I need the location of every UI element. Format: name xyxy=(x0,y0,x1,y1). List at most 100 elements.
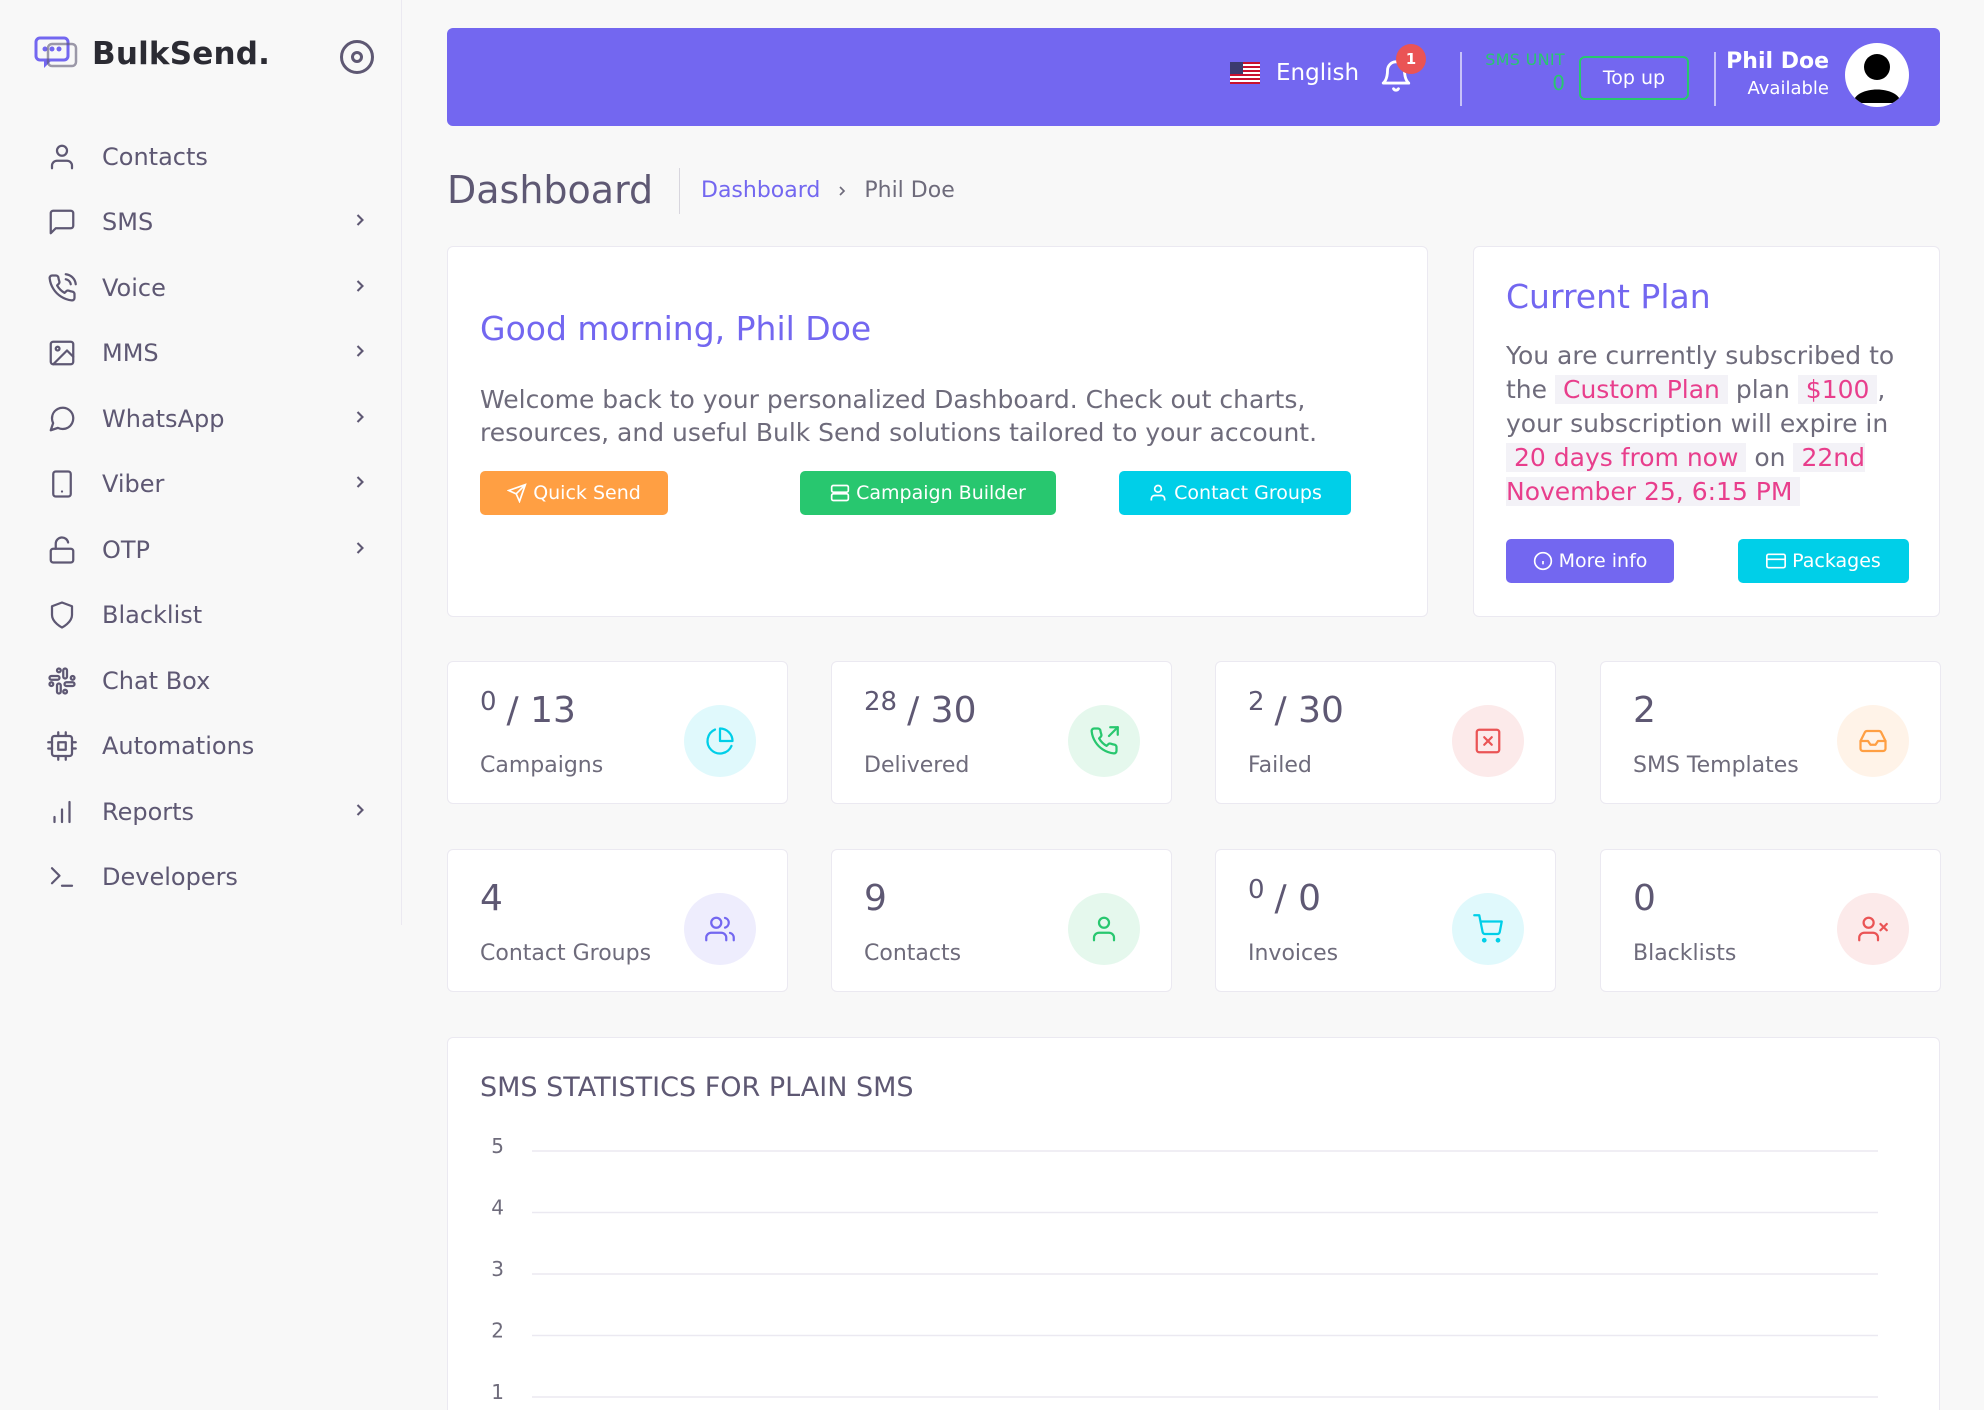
server-icon xyxy=(830,484,850,502)
stat-total: / 30 xyxy=(907,690,977,731)
sidebar-item-otp[interactable]: OTP xyxy=(0,517,402,583)
stat-icon-circle xyxy=(1452,893,1524,965)
current-plan-title: Current Plan xyxy=(1506,277,1711,316)
stat-icon-circle xyxy=(684,893,756,965)
sidebar-item-contacts[interactable]: Contacts xyxy=(0,124,402,190)
sidebar-icon xyxy=(46,796,78,828)
stat-total: 9 xyxy=(864,878,887,919)
quick-send-button[interactable]: Quick Send xyxy=(480,471,668,515)
header-divider xyxy=(1714,52,1716,106)
stat-value: 2 / 30 xyxy=(1248,687,1344,731)
y-tick-label: 2 xyxy=(491,1319,504,1343)
quick-send-label: Quick Send xyxy=(533,482,641,504)
slack-icon xyxy=(48,667,76,695)
brand-name: BulkSend. xyxy=(92,36,271,72)
stat-label: Delivered xyxy=(864,753,970,778)
sidebar-item-voice[interactable]: Voice xyxy=(0,255,402,321)
sms-unit-value: 0 xyxy=(1552,71,1565,95)
header-divider xyxy=(1460,52,1462,106)
sidebar-item-mms[interactable]: MMS xyxy=(0,321,402,387)
greeting-title: Good morning, Phil Doe xyxy=(480,309,872,348)
sidebar-icon xyxy=(46,141,78,173)
language-selector[interactable]: English xyxy=(1230,60,1359,86)
stat-label: Failed xyxy=(1248,753,1312,778)
stat-label: Campaigns xyxy=(480,753,604,778)
stat-icon-circle xyxy=(1837,705,1909,777)
sidebar-item-blacklist[interactable]: Blacklist xyxy=(0,583,402,649)
sidebar-toggle-button[interactable] xyxy=(340,40,374,74)
plan-name-badge: Custom Plan xyxy=(1554,375,1728,404)
sidebar-icon xyxy=(46,861,78,893)
phone-outgoing-icon xyxy=(1090,726,1119,755)
sms-unit-balance: SMS UNIT 0 xyxy=(1473,50,1565,95)
campaign-builder-button[interactable]: Campaign Builder xyxy=(800,471,1056,515)
sidebar-item-label: Voice xyxy=(102,273,166,302)
x-square-icon xyxy=(1475,728,1501,754)
sidebar-icon xyxy=(46,403,78,435)
stat-value: 28 / 30 xyxy=(864,687,977,731)
user-avatar-icon xyxy=(1853,54,1901,103)
y-tick-label: 3 xyxy=(491,1257,504,1281)
chevron-right-icon xyxy=(350,472,370,496)
sidebar-nav: Contacts SMS Voice MMS WhatsApp Viber OTP Black… xyxy=(0,124,402,910)
stat-count: 2 xyxy=(1248,687,1265,717)
more-info-button[interactable]: More info xyxy=(1506,539,1674,583)
avatar[interactable] xyxy=(1845,43,1909,107)
sidebar-item-developers[interactable]: Developers xyxy=(0,845,402,911)
message-circle-icon xyxy=(49,406,75,432)
sidebar: BulkSend. Contacts SMS Voice MMS WhatsApp Vib… xyxy=(0,0,402,925)
top-up-button[interactable]: Top up xyxy=(1579,56,1689,100)
user-info[interactable]: Phil Doe Available xyxy=(1701,49,1829,99)
plan-text: on xyxy=(1754,443,1786,472)
stat-total: 2 xyxy=(1633,690,1656,731)
chevron-right-icon xyxy=(350,210,370,234)
user-icon xyxy=(1092,916,1116,942)
stat-icon-circle xyxy=(1452,705,1524,777)
stat-card-campaigns: 0 / 13 Campaigns xyxy=(447,661,788,804)
stat-card-delivered: 28 / 30 Delivered xyxy=(831,661,1172,804)
sidebar-icon xyxy=(46,665,78,697)
sms-statistics-chart: 5 4 3 2 1 xyxy=(491,1134,1878,1404)
shopping-cart-icon xyxy=(1473,914,1503,943)
breadcrumb-current: Phil Doe xyxy=(864,178,955,203)
sidebar-icon xyxy=(46,468,78,500)
send-icon xyxy=(507,483,527,503)
phone-icon xyxy=(48,272,77,302)
sidebar-item-chat-box[interactable]: Chat Box xyxy=(0,648,402,714)
inbox-icon xyxy=(1859,729,1887,753)
language-label: English xyxy=(1276,60,1360,86)
stat-card-failed: 2 / 30 Failed xyxy=(1215,661,1556,804)
breadcrumb-link-dashboard[interactable]: Dashboard xyxy=(701,178,821,203)
cpu-icon xyxy=(47,731,77,762)
y-tick-label: 4 xyxy=(491,1196,504,1220)
page-title: Dashboard xyxy=(447,168,654,212)
plan-text: You are currently subscribed to the xyxy=(1506,341,1895,404)
stat-value: 0 / 13 xyxy=(480,687,576,731)
sidebar-item-whatsapp[interactable]: WhatsApp xyxy=(0,386,402,452)
plan-text: , your subscription will expire in xyxy=(1506,375,1889,438)
chevron-right-icon xyxy=(350,341,370,365)
breadcrumb: Dashboard Phil Doe xyxy=(701,178,955,203)
top-navbar: English 1 SMS UNIT 0 Top up Phil Doe Ava… xyxy=(447,28,1940,126)
stat-total: 4 xyxy=(480,878,503,919)
chevron-right-icon xyxy=(350,407,370,431)
sidebar-item-reports[interactable]: Reports xyxy=(0,779,402,845)
credit-card-icon xyxy=(1766,553,1787,569)
sidebar-item-viber[interactable]: Viber xyxy=(0,452,402,518)
stat-count: 0 xyxy=(480,687,497,717)
sidebar-item-automations[interactable]: Automations xyxy=(0,714,402,780)
packages-button[interactable]: Packages xyxy=(1738,539,1909,583)
sidebar-item-label: MMS xyxy=(102,339,159,368)
chevron-right-icon xyxy=(839,185,846,196)
sms-unit-label: SMS UNIT xyxy=(1485,50,1565,69)
user-status: Available xyxy=(1747,78,1829,99)
sidebar-item-sms[interactable]: SMS xyxy=(0,190,402,256)
brand-logo[interactable]: BulkSend. xyxy=(34,34,270,74)
chevron-right-icon xyxy=(350,538,370,562)
more-info-label: More info xyxy=(1558,550,1648,572)
message-square-icon xyxy=(49,209,75,235)
sidebar-icon xyxy=(46,337,78,369)
plan-remaining-badge: 20 days from now xyxy=(1506,443,1747,472)
contact-groups-button[interactable]: Contact Groups xyxy=(1119,471,1351,515)
chat-logo-icon xyxy=(34,36,78,68)
